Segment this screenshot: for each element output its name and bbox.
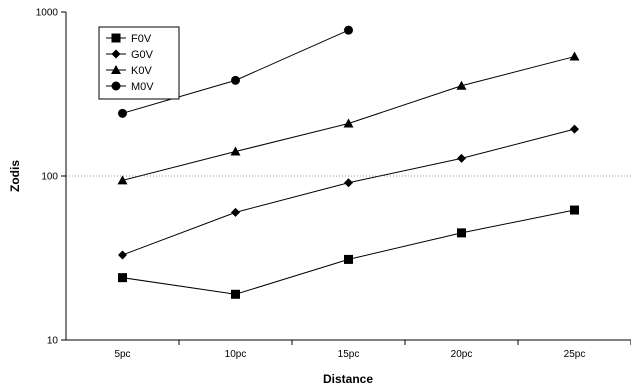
x-tick-label-1: 10pc <box>225 349 247 360</box>
point-k0v-15pc <box>343 118 354 128</box>
series-g0v <box>118 124 579 260</box>
y-axis-title: Zodis <box>8 160 22 192</box>
legend-marker-g0v <box>111 49 121 59</box>
x-tick-label-3: 20pc <box>451 349 473 360</box>
legend-item-f0v: F0V <box>106 33 152 45</box>
point-k0v-25pc <box>569 51 580 61</box>
series-line-g0v <box>122 128 575 256</box>
x-tick-label-2: 15pc <box>338 349 360 360</box>
point-f0v-25pc <box>570 205 579 215</box>
point-f0v-5pc <box>118 273 127 283</box>
legend-marker-k0v <box>111 65 121 74</box>
legend-label-f0v: F0V <box>131 33 152 45</box>
x-tick-label-0: 5pc <box>114 349 130 360</box>
point-g0v-20pc <box>457 153 466 163</box>
point-m0v-15pc <box>344 25 353 35</box>
point-g0v-10pc <box>231 207 240 217</box>
point-k0v-5pc <box>117 175 128 185</box>
legend-item-k0v: K0V <box>106 65 152 77</box>
point-f0v-15pc <box>344 254 353 264</box>
point-m0v-10pc <box>231 75 240 85</box>
x-ticks: 5pc 10pc 15pc 20pc 25pc <box>114 340 631 360</box>
legend: F0V G0V K0V M0V <box>98 26 180 100</box>
point-f0v-10pc <box>231 289 240 299</box>
series-f0v <box>118 205 579 299</box>
series-m0v <box>118 25 353 118</box>
series-line-k0v <box>122 56 575 181</box>
legend-label-m0v: M0V <box>131 81 154 93</box>
legend-item-m0v: M0V <box>106 81 154 93</box>
y-ticks: 10 100 1000 <box>36 8 66 347</box>
point-g0v-5pc <box>118 250 127 260</box>
y-tick-label-0: 10 <box>47 336 59 347</box>
point-k0v-10pc <box>230 146 241 156</box>
series-line-f0v <box>122 209 575 295</box>
series-k0v <box>117 51 580 185</box>
point-f0v-20pc <box>457 228 466 238</box>
y-tick-label-2: 1000 <box>36 8 59 19</box>
legend-label-k0v: K0V <box>131 65 152 77</box>
y-tick-label-1: 100 <box>41 172 58 183</box>
legend-label-g0v: G0V <box>131 49 154 61</box>
legend-marker-m0v <box>111 81 121 91</box>
point-k0v-20pc <box>456 80 467 90</box>
point-m0v-5pc <box>118 108 127 118</box>
series <box>117 25 580 299</box>
legend-item-g0v: G0V <box>106 49 154 61</box>
point-g0v-25pc <box>570 124 579 134</box>
x-axis-title: Distance <box>323 372 373 386</box>
x-tick-label-4: 25pc <box>564 349 586 360</box>
point-g0v-15pc <box>344 178 353 188</box>
legend-marker-f0v <box>111 33 121 43</box>
